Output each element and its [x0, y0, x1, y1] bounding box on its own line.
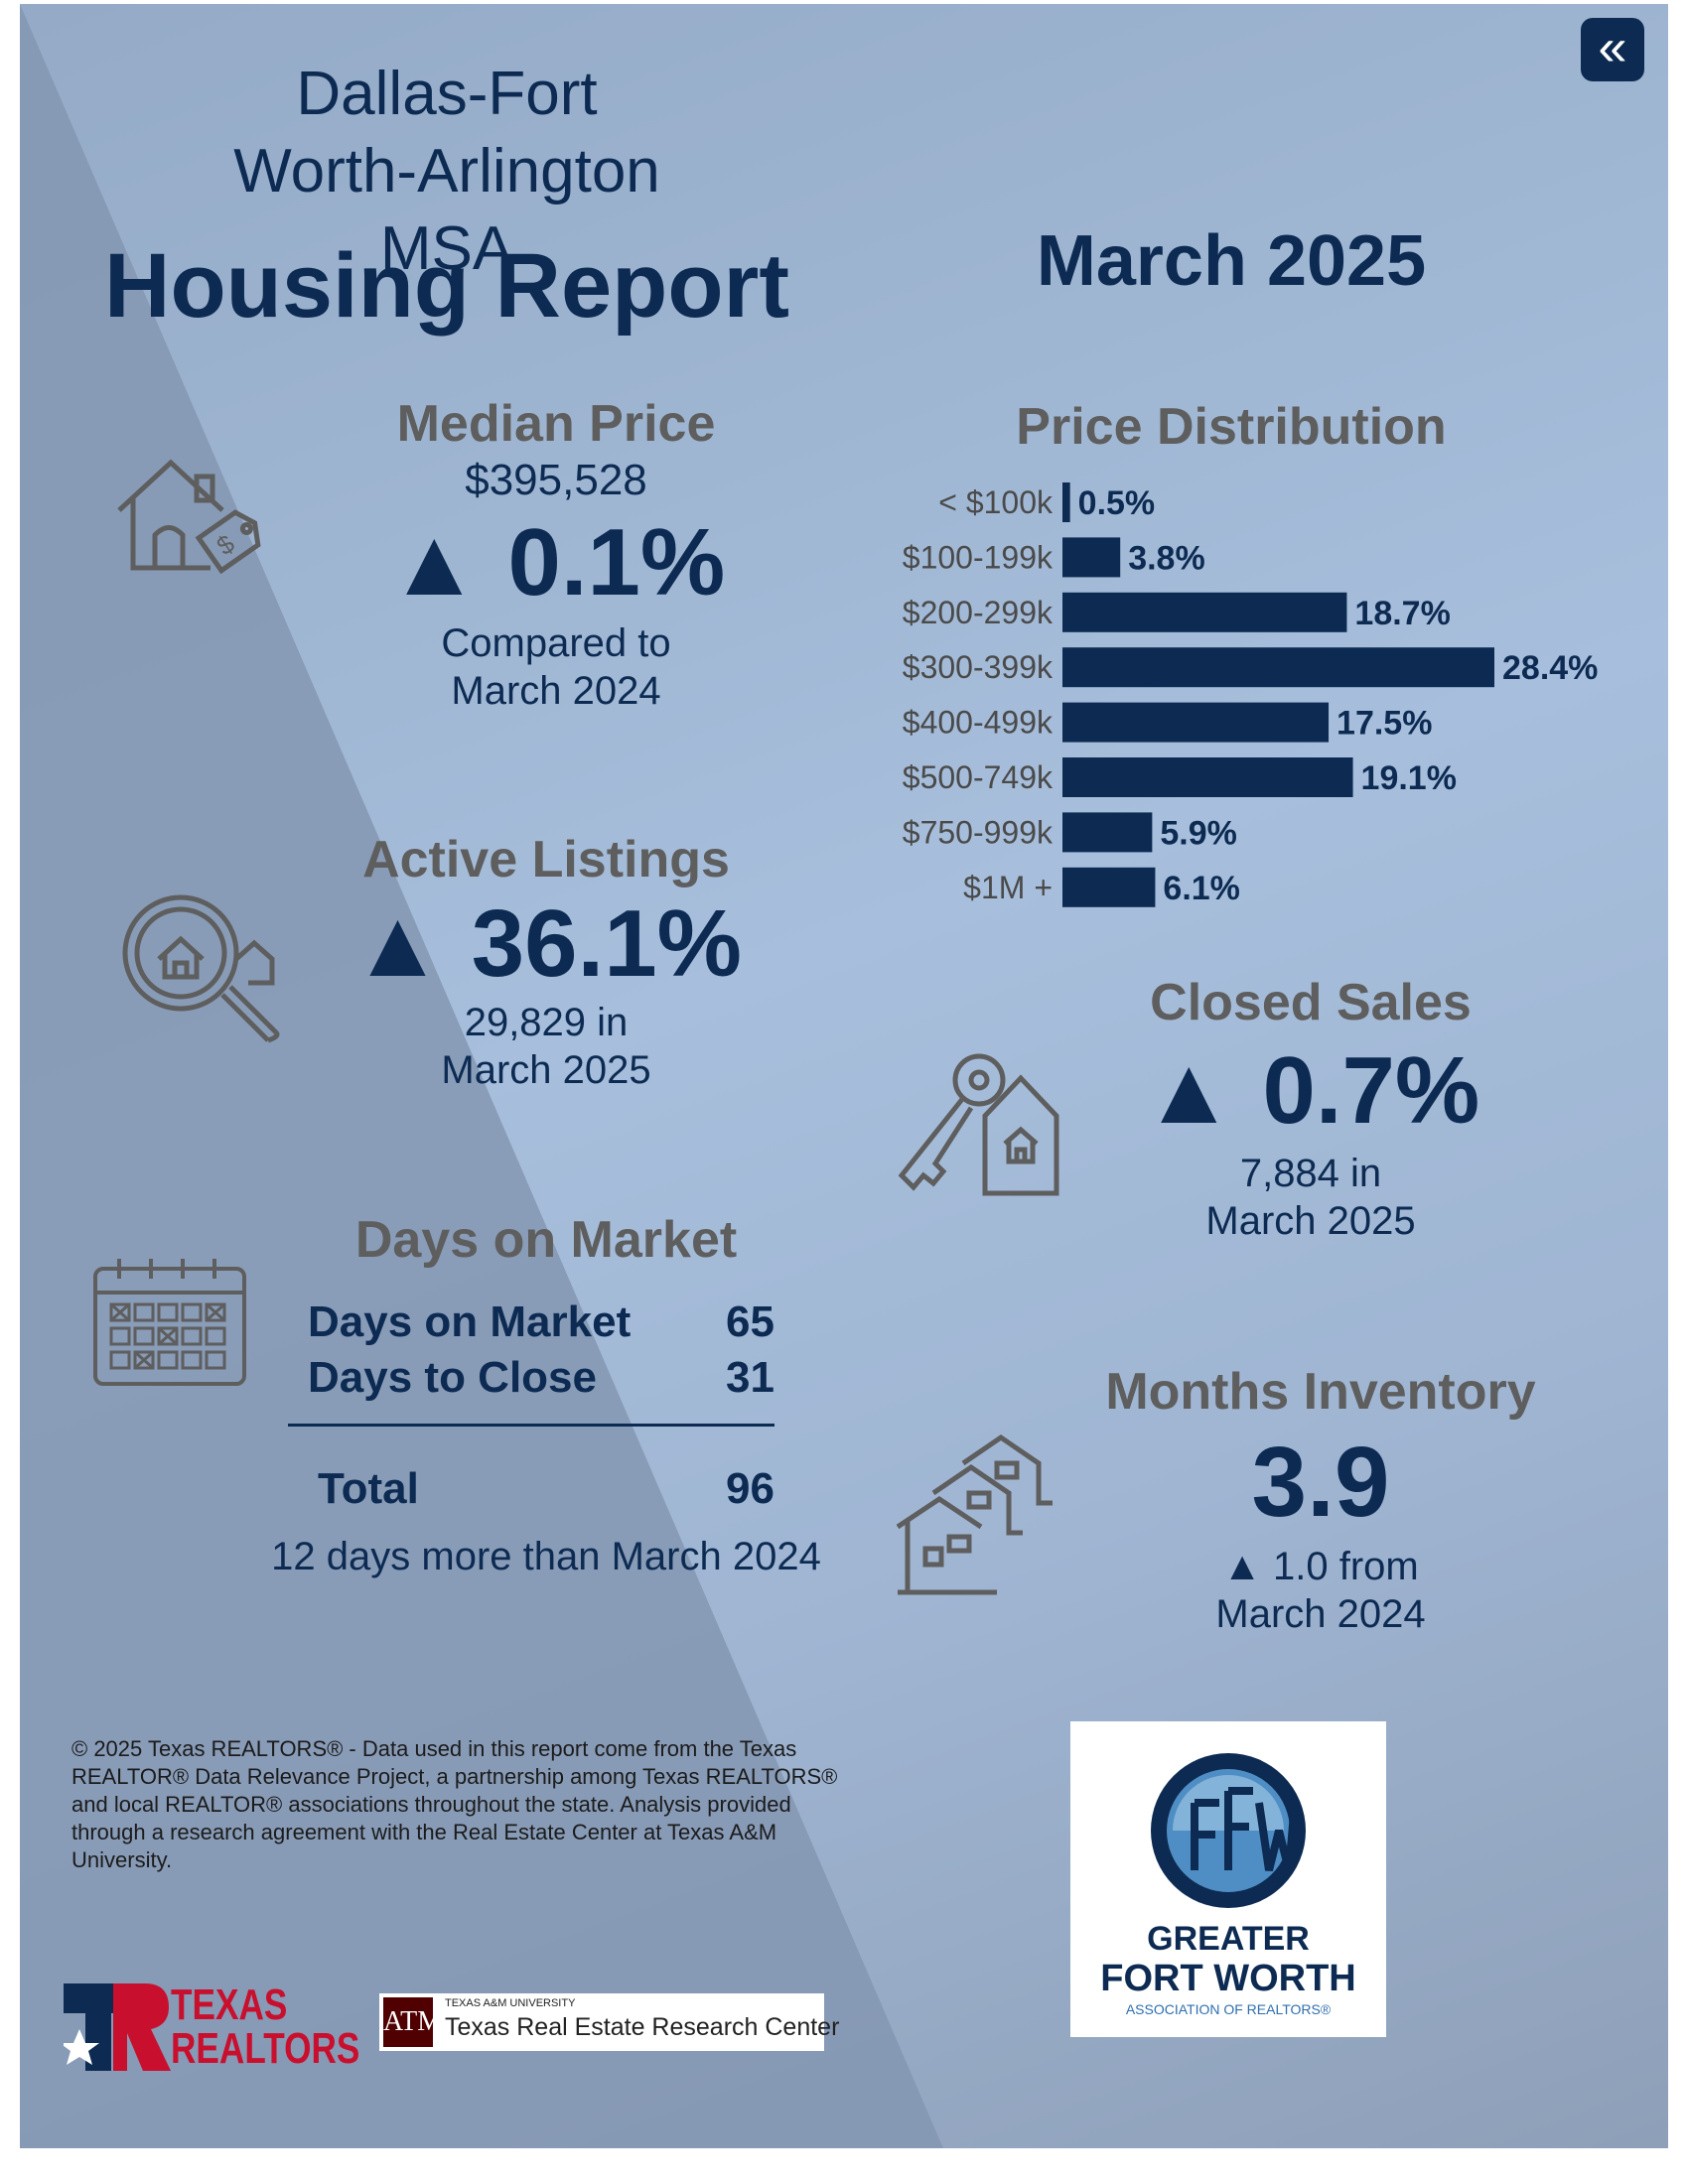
- value-label: 3.8%: [1128, 539, 1205, 577]
- category-label: $400-499k: [903, 705, 1054, 741]
- median-price-compare-1: Compared to: [441, 621, 671, 665]
- value-label: 18.7%: [1354, 595, 1450, 632]
- magnifier-house-icon: [119, 887, 288, 1046]
- category-label: $500-749k: [903, 759, 1054, 795]
- dom-row: Days to Close 31: [308, 1350, 774, 1406]
- dom-row-value: 31: [726, 1353, 774, 1402]
- closed-sales-month: March 2025: [1205, 1199, 1416, 1243]
- gfw-emblem-icon: [1151, 1753, 1306, 1908]
- value-label: 19.1%: [1361, 759, 1457, 797]
- texas-realtors-logo[interactable]: TEXAS REALTORS: [64, 1983, 381, 2083]
- tamu-small-text: TEXAS A&M UNIVERSITY: [445, 1997, 576, 2009]
- price-bar: [1062, 702, 1330, 743]
- closed-sales-heading: Closed Sales: [1150, 974, 1472, 1031]
- dom-total-row: Total 96: [318, 1461, 774, 1517]
- category-label: $200-299k: [903, 595, 1054, 630]
- value-label: 5.9%: [1160, 814, 1237, 852]
- months-inventory-month: March 2024: [1215, 1592, 1426, 1636]
- median-price-value: $395,528: [465, 456, 647, 504]
- dom-row-label: Days to Close: [308, 1353, 597, 1402]
- tamu-center-name: Texas Real Estate Research Center: [445, 2013, 840, 2041]
- dom-row-value: 65: [726, 1297, 774, 1346]
- texas-realtors-wordmark: TEXAS REALTORS: [171, 1980, 360, 2073]
- texas-star-r-icon: [64, 1983, 171, 2071]
- tamu-atm-icon: ATM: [383, 1997, 442, 2047]
- calendar-icon: [89, 1253, 258, 1392]
- days-on-market-table: Days on Market 65 Days to Close 31: [308, 1295, 774, 1406]
- months-inventory-change: ▲ 1.0 from: [1222, 1545, 1419, 1588]
- tamu-research-center-logo[interactable]: ATM TEXAS A&M UNIVERSITY Texas Real Esta…: [379, 1993, 839, 2051]
- category-label: $300-399k: [903, 649, 1054, 685]
- msa-title: Dallas-Fort Worth-Arlington MSA: [233, 60, 660, 283]
- category-label: $1M +: [963, 870, 1053, 905]
- key-house-icon: [894, 1046, 1062, 1205]
- houses-row-icon: [894, 1433, 1072, 1602]
- dom-row-label: Days on Market: [308, 1297, 632, 1346]
- dom-total-label: Total: [318, 1464, 419, 1513]
- dom-divider: [288, 1424, 774, 1427]
- value-label: 28.4%: [1502, 649, 1598, 687]
- median-price-heading: Median Price: [396, 395, 716, 453]
- closed-sales-change: ▲ 0.7%: [1141, 1037, 1480, 1144]
- disclaimer-text: © 2025 Texas REALTORS® - Data used in th…: [71, 1736, 838, 1872]
- price-bar: [1062, 647, 1494, 688]
- price-bar: [1062, 482, 1070, 522]
- median-price-change: ▲ 0.1%: [386, 509, 726, 615]
- price-distribution-chart: < $100k 0.5% $100-199k 3.8% $200-299k 18.7% $3…: [903, 482, 1598, 907]
- active-listings-month: March 2025: [441, 1048, 651, 1092]
- report-page: « Dallas-Fort Worth-Arlington MSA Housin…: [20, 4, 1668, 2148]
- back-button[interactable]: «: [1581, 18, 1644, 81]
- report-date: March 2025: [1036, 221, 1427, 301]
- price-bar: [1062, 592, 1347, 632]
- gfw-logo[interactable]: GREATER FORT WORTH ASSOCIATION OF REALTO…: [1070, 1721, 1386, 2037]
- svg-text:$: $: [211, 528, 240, 561]
- gfw-line-2: FORT WORTH: [1100, 1958, 1356, 1999]
- price-bar: [1062, 757, 1353, 797]
- category-label: $750-999k: [903, 814, 1054, 850]
- price-distribution-heading: Price Distribution: [1016, 398, 1447, 456]
- dom-total-value: 96: [726, 1464, 774, 1513]
- price-bar: [1062, 867, 1156, 907]
- value-label: 6.1%: [1163, 870, 1240, 907]
- price-bar: [1062, 537, 1121, 578]
- background-diagonal: [20, 4, 943, 2148]
- median-price-compare-2: March 2024: [451, 669, 661, 713]
- dom-comparison: 12 days more than March 2024: [271, 1535, 821, 1578]
- price-bar: [1062, 812, 1153, 853]
- months-inventory-value: 3.9: [1251, 1427, 1390, 1538]
- category-label: $100-199k: [903, 539, 1054, 575]
- house-price-tag-icon: $: [111, 441, 270, 600]
- report-title: Housing Report: [104, 235, 789, 337]
- gfw-line-1: GREATER: [1147, 1920, 1310, 1958]
- value-label: 17.5%: [1336, 705, 1432, 743]
- active-listings-heading: Active Listings: [362, 831, 730, 888]
- dom-row: Days on Market 65: [308, 1295, 774, 1350]
- gfw-line-3: ASSOCIATION OF REALTORS®: [1125, 2001, 1332, 2017]
- months-inventory-heading: Months Inventory: [1105, 1363, 1536, 1421]
- value-label: 0.5%: [1078, 484, 1156, 522]
- double-chevron-left-icon: «: [1598, 19, 1627, 76]
- category-label: < $100k: [938, 484, 1054, 520]
- days-on-market-heading: Days on Market: [354, 1211, 738, 1269]
- active-listings-change: ▲ 36.1%: [351, 890, 742, 997]
- closed-sales-count: 7,884 in: [1239, 1152, 1382, 1195]
- active-listings-count: 29,829 in: [464, 1001, 629, 1044]
